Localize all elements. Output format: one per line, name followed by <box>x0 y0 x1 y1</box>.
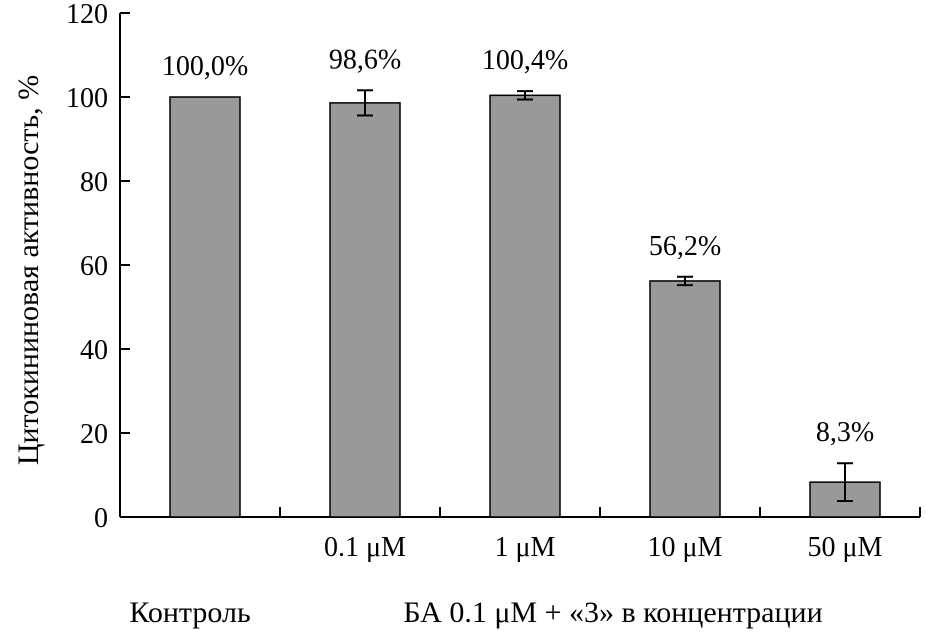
bar <box>169 96 241 518</box>
x-tick-label: 10 μM <box>648 532 723 563</box>
labels: 100,0% 98,6% 0.1 μM 100,4% 1 μM 56,2% 10 μM 8,3… <box>162 44 883 563</box>
group-label-control: Контроль <box>129 596 250 629</box>
x-tick-label: 0.1 μM <box>324 532 406 563</box>
bar <box>329 102 401 518</box>
bars <box>169 89 881 518</box>
y-tick-label: 20 <box>80 419 108 450</box>
y-tick-label: 0 <box>94 503 108 534</box>
axes: 0 20 40 60 80 100 120 <box>66 0 921 534</box>
bar <box>489 94 561 518</box>
y-tick-label: 120 <box>66 0 108 30</box>
x-tick-label: 1 μM <box>495 532 556 563</box>
y-tick-label: 80 <box>80 167 108 198</box>
bar <box>649 280 721 518</box>
data-label: 100,4% <box>482 45 568 76</box>
data-label: 8,3% <box>816 417 874 448</box>
x-tick-label: 50 μM <box>808 532 883 563</box>
y-tick-label: 60 <box>80 251 108 282</box>
y-tick-label: 100 <box>66 83 108 114</box>
y-tick-label: 40 <box>80 335 108 366</box>
data-label: 56,2% <box>649 231 721 262</box>
data-label: 98,6% <box>329 44 401 75</box>
data-label: 100,0% <box>162 51 248 82</box>
y-axis-label: Цитокининовая активность, % <box>12 75 45 465</box>
group-label-treatment: БА 0.1 μM + «3» в концентрации <box>403 596 822 629</box>
